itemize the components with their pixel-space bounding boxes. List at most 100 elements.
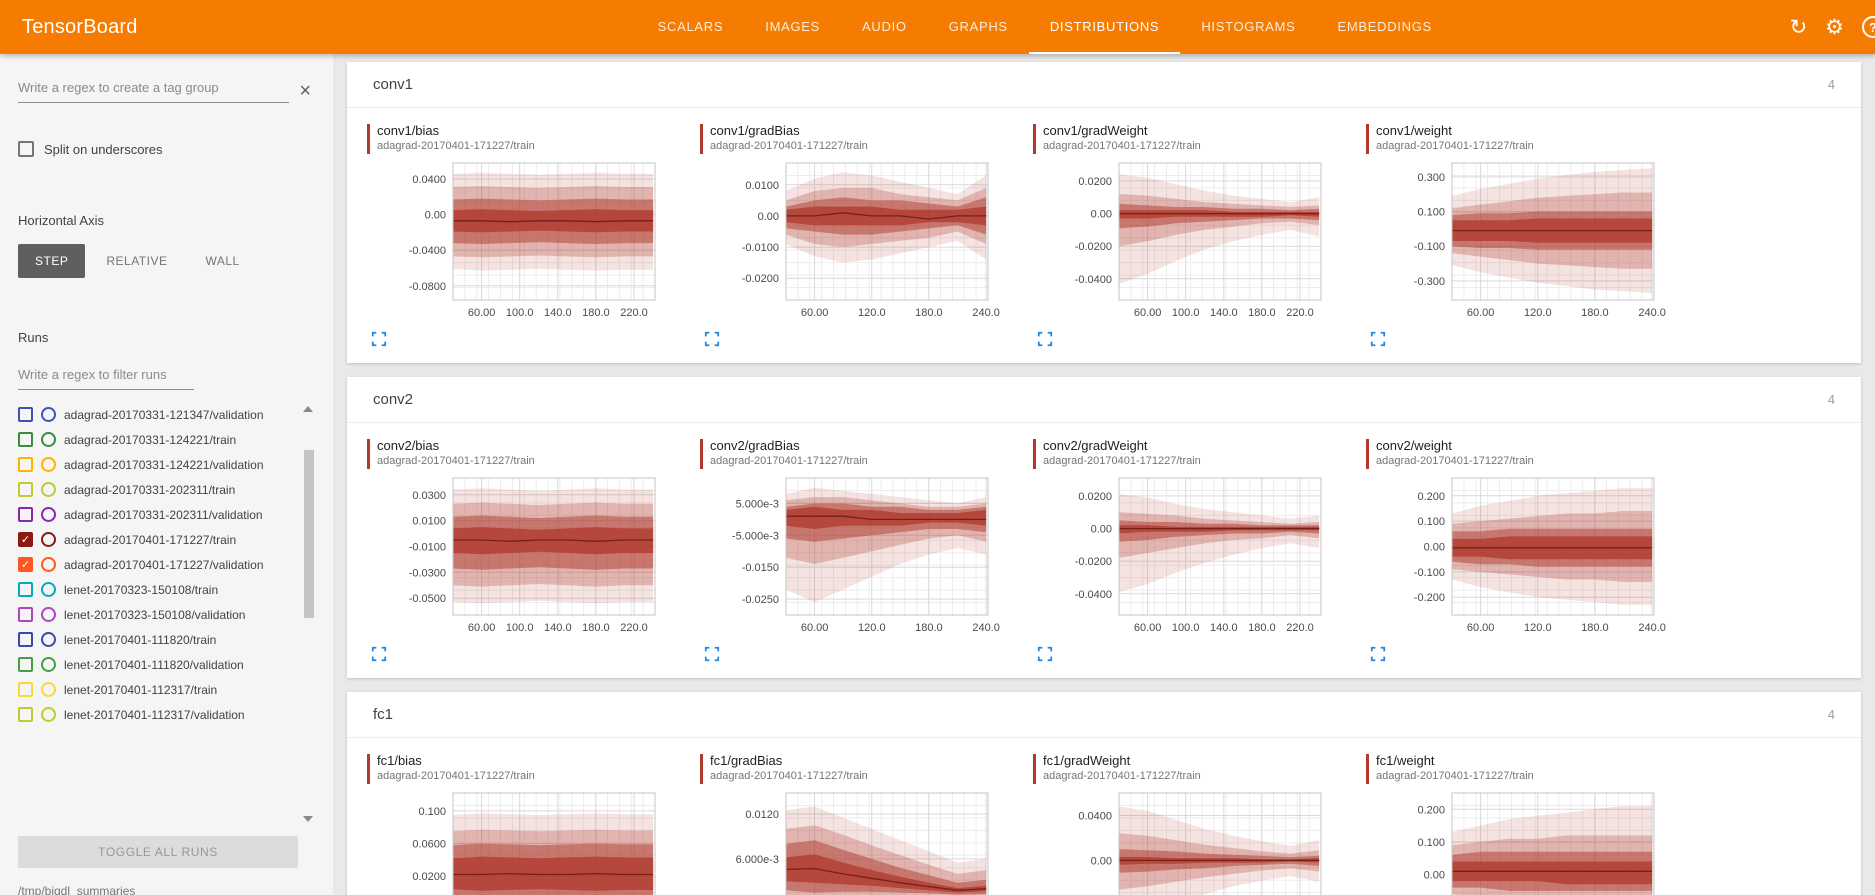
run-item[interactable]: lenet-20170323-150108/validation <box>18 602 295 627</box>
distribution-plot[interactable]: 60.00 120.0 180.0 240.0 0.300 0.100 -0.100 -0.3… <box>1366 158 1666 323</box>
distribution-plot[interactable]: 60.00100.0140.0180.0220.00.1000.06000.02… <box>367 788 660 895</box>
run-item[interactable]: adagrad-20170331-121347/validation <box>18 402 295 427</box>
settings-gear-icon[interactable]: ⚙ <box>1825 14 1844 39</box>
run-radio[interactable] <box>41 507 56 522</box>
run-radio[interactable] <box>41 632 56 647</box>
run-checkbox[interactable]: ✓ <box>18 557 33 572</box>
section-header[interactable]: fc1 4 <box>347 692 1861 738</box>
run-checkbox[interactable] <box>18 482 33 497</box>
run-checkbox[interactable] <box>18 457 33 472</box>
distribution-plot[interactable]: 60.00 120.0 180.0 240.0 5.000e-3 -5.000e-3 -0.… <box>700 473 1000 638</box>
axis-mode-relative-button[interactable]: RELATIVE <box>89 244 184 278</box>
runs-scrollbar[interactable] <box>301 402 315 826</box>
axis-mode-step-button[interactable]: STEP <box>18 244 86 278</box>
run-item[interactable]: adagrad-20170331-202311/validation <box>18 502 295 527</box>
distribution-plot[interactable]: 60.00 100.0 140.0 180.0 220.0 0.0300 0.0100 -0.… <box>367 473 660 638</box>
run-color-bar <box>1033 439 1036 469</box>
runs-filter-input[interactable] <box>18 361 194 390</box>
run-radio[interactable] <box>41 657 56 672</box>
svg-text:0.00: 0.00 <box>1091 524 1112 536</box>
run-label: lenet-20170401-111820/validation <box>64 657 244 672</box>
run-item[interactable]: ✓ adagrad-20170401-171227/validation <box>18 552 295 577</box>
clear-regex-icon[interactable]: × <box>299 80 311 102</box>
run-item[interactable]: lenet-20170401-112317/train <box>18 677 295 702</box>
help-glyph: ? <box>1869 20 1875 35</box>
expand-chart-button[interactable] <box>371 646 389 664</box>
run-checkbox[interactable] <box>18 432 33 447</box>
chart-run-name: adagrad-20170401-171227/train <box>1043 455 1201 467</box>
scroll-down-icon[interactable] <box>303 816 313 822</box>
run-checkbox[interactable] <box>18 582 33 597</box>
svg-text:0.100: 0.100 <box>418 806 446 818</box>
run-item[interactable]: lenet-20170401-111820/train <box>18 627 295 652</box>
run-radio[interactable] <box>41 457 56 472</box>
section-header[interactable]: conv1 4 <box>347 62 1861 108</box>
help-icon[interactable]: ? <box>1862 16 1875 38</box>
expand-chart-button[interactable] <box>704 646 722 664</box>
tab-audio[interactable]: AUDIO <box>862 18 907 34</box>
run-radio[interactable] <box>41 432 56 447</box>
distribution-plot[interactable]: 60.00100.0140.0180.0220.00.04000.00-0.04… <box>1033 788 1326 895</box>
distribution-plot[interactable]: 60.00 120.0 180.0 240.0 0.0100 0.00 -0.0100 -0.… <box>700 158 1000 323</box>
run-radio[interactable] <box>41 582 56 597</box>
tab-scalars[interactable]: SCALARS <box>657 18 724 34</box>
distribution-plot[interactable]: 60.00 100.0 140.0 180.0 220.0 0.0200 0.00 -0.02… <box>1033 158 1326 323</box>
expand-chart-button[interactable] <box>1370 331 1388 349</box>
run-item[interactable]: ✓ adagrad-20170401-171227/train <box>18 527 295 552</box>
tab-images[interactable]: IMAGES <box>765 18 821 34</box>
run-item[interactable]: adagrad-20170331-124221/validation <box>18 452 295 477</box>
run-label: adagrad-20170331-121347/validation <box>64 407 264 422</box>
run-radio[interactable] <box>41 482 56 497</box>
run-radio[interactable] <box>41 682 56 697</box>
chart-header: fc1/bias adagrad-20170401-171227/train <box>367 752 660 784</box>
run-checkbox[interactable] <box>18 707 33 722</box>
tag-group-regex-input[interactable] <box>18 74 290 103</box>
distribution-plot[interactable]: 60.00 100.0 140.0 180.0 220.0 0.0200 0.00 -0.02… <box>1033 473 1326 638</box>
tab-embeddings[interactable]: EMBEDDINGS <box>1337 18 1432 34</box>
chart-run-name: adagrad-20170401-171227/train <box>377 770 535 782</box>
axis-mode-buttons: STEP RELATIVE WALL <box>18 244 315 278</box>
refresh-icon[interactable]: ↻ <box>1789 14 1808 39</box>
run-checkbox[interactable] <box>18 682 33 697</box>
expand-chart-button[interactable] <box>371 331 389 349</box>
run-item[interactable]: adagrad-20170331-202311/train <box>18 477 295 502</box>
run-radio[interactable] <box>41 407 56 422</box>
expand-icon <box>1037 331 1053 347</box>
expand-icon <box>1370 646 1386 662</box>
run-checkbox[interactable] <box>18 607 33 622</box>
run-checkbox[interactable] <box>18 657 33 672</box>
svg-text:180.0: 180.0 <box>1581 307 1609 319</box>
run-radio[interactable] <box>41 557 56 572</box>
expand-chart-button[interactable] <box>704 331 722 349</box>
run-item[interactable]: lenet-20170401-111820/validation <box>18 652 295 677</box>
tab-distributions[interactable]: DISTRIBUTIONS <box>1028 0 1181 54</box>
run-checkbox[interactable] <box>18 507 33 522</box>
scroll-up-icon[interactable] <box>303 406 313 412</box>
split-underscores-checkbox[interactable] <box>18 141 34 157</box>
section-header[interactable]: conv2 4 <box>347 377 1861 423</box>
axis-mode-wall-button[interactable]: WALL <box>188 244 256 278</box>
run-radio[interactable] <box>41 707 56 722</box>
run-radio[interactable] <box>41 607 56 622</box>
run-item[interactable]: adagrad-20170331-124221/train <box>18 427 295 452</box>
tab-histograms[interactable]: HISTOGRAMS <box>1201 18 1296 34</box>
run-checkbox[interactable] <box>18 407 33 422</box>
run-checkbox[interactable] <box>18 632 33 647</box>
toggle-all-runs-button[interactable]: TOGGLE ALL RUNS <box>18 836 298 868</box>
scrollbar-thumb[interactable] <box>304 450 314 618</box>
tab-graphs[interactable]: GRAPHS <box>948 18 1008 34</box>
svg-text:-0.0500: -0.0500 <box>409 593 446 605</box>
run-item[interactable]: lenet-20170401-112317/validation <box>18 702 295 727</box>
expand-chart-button[interactable] <box>1037 331 1055 349</box>
expand-chart-button[interactable] <box>1370 646 1388 664</box>
run-radio[interactable] <box>41 532 56 547</box>
expand-chart-button[interactable] <box>1037 646 1055 664</box>
run-item[interactable]: lenet-20170323-150108/train <box>18 577 295 602</box>
run-checkbox[interactable]: ✓ <box>18 532 33 547</box>
svg-text:-0.0200: -0.0200 <box>742 273 779 285</box>
distribution-plot[interactable]: 60.00 120.0 180.0 240.0 0.200 0.100 0.00 -0.100… <box>1366 473 1666 638</box>
svg-text:240.0: 240.0 <box>972 622 1000 634</box>
